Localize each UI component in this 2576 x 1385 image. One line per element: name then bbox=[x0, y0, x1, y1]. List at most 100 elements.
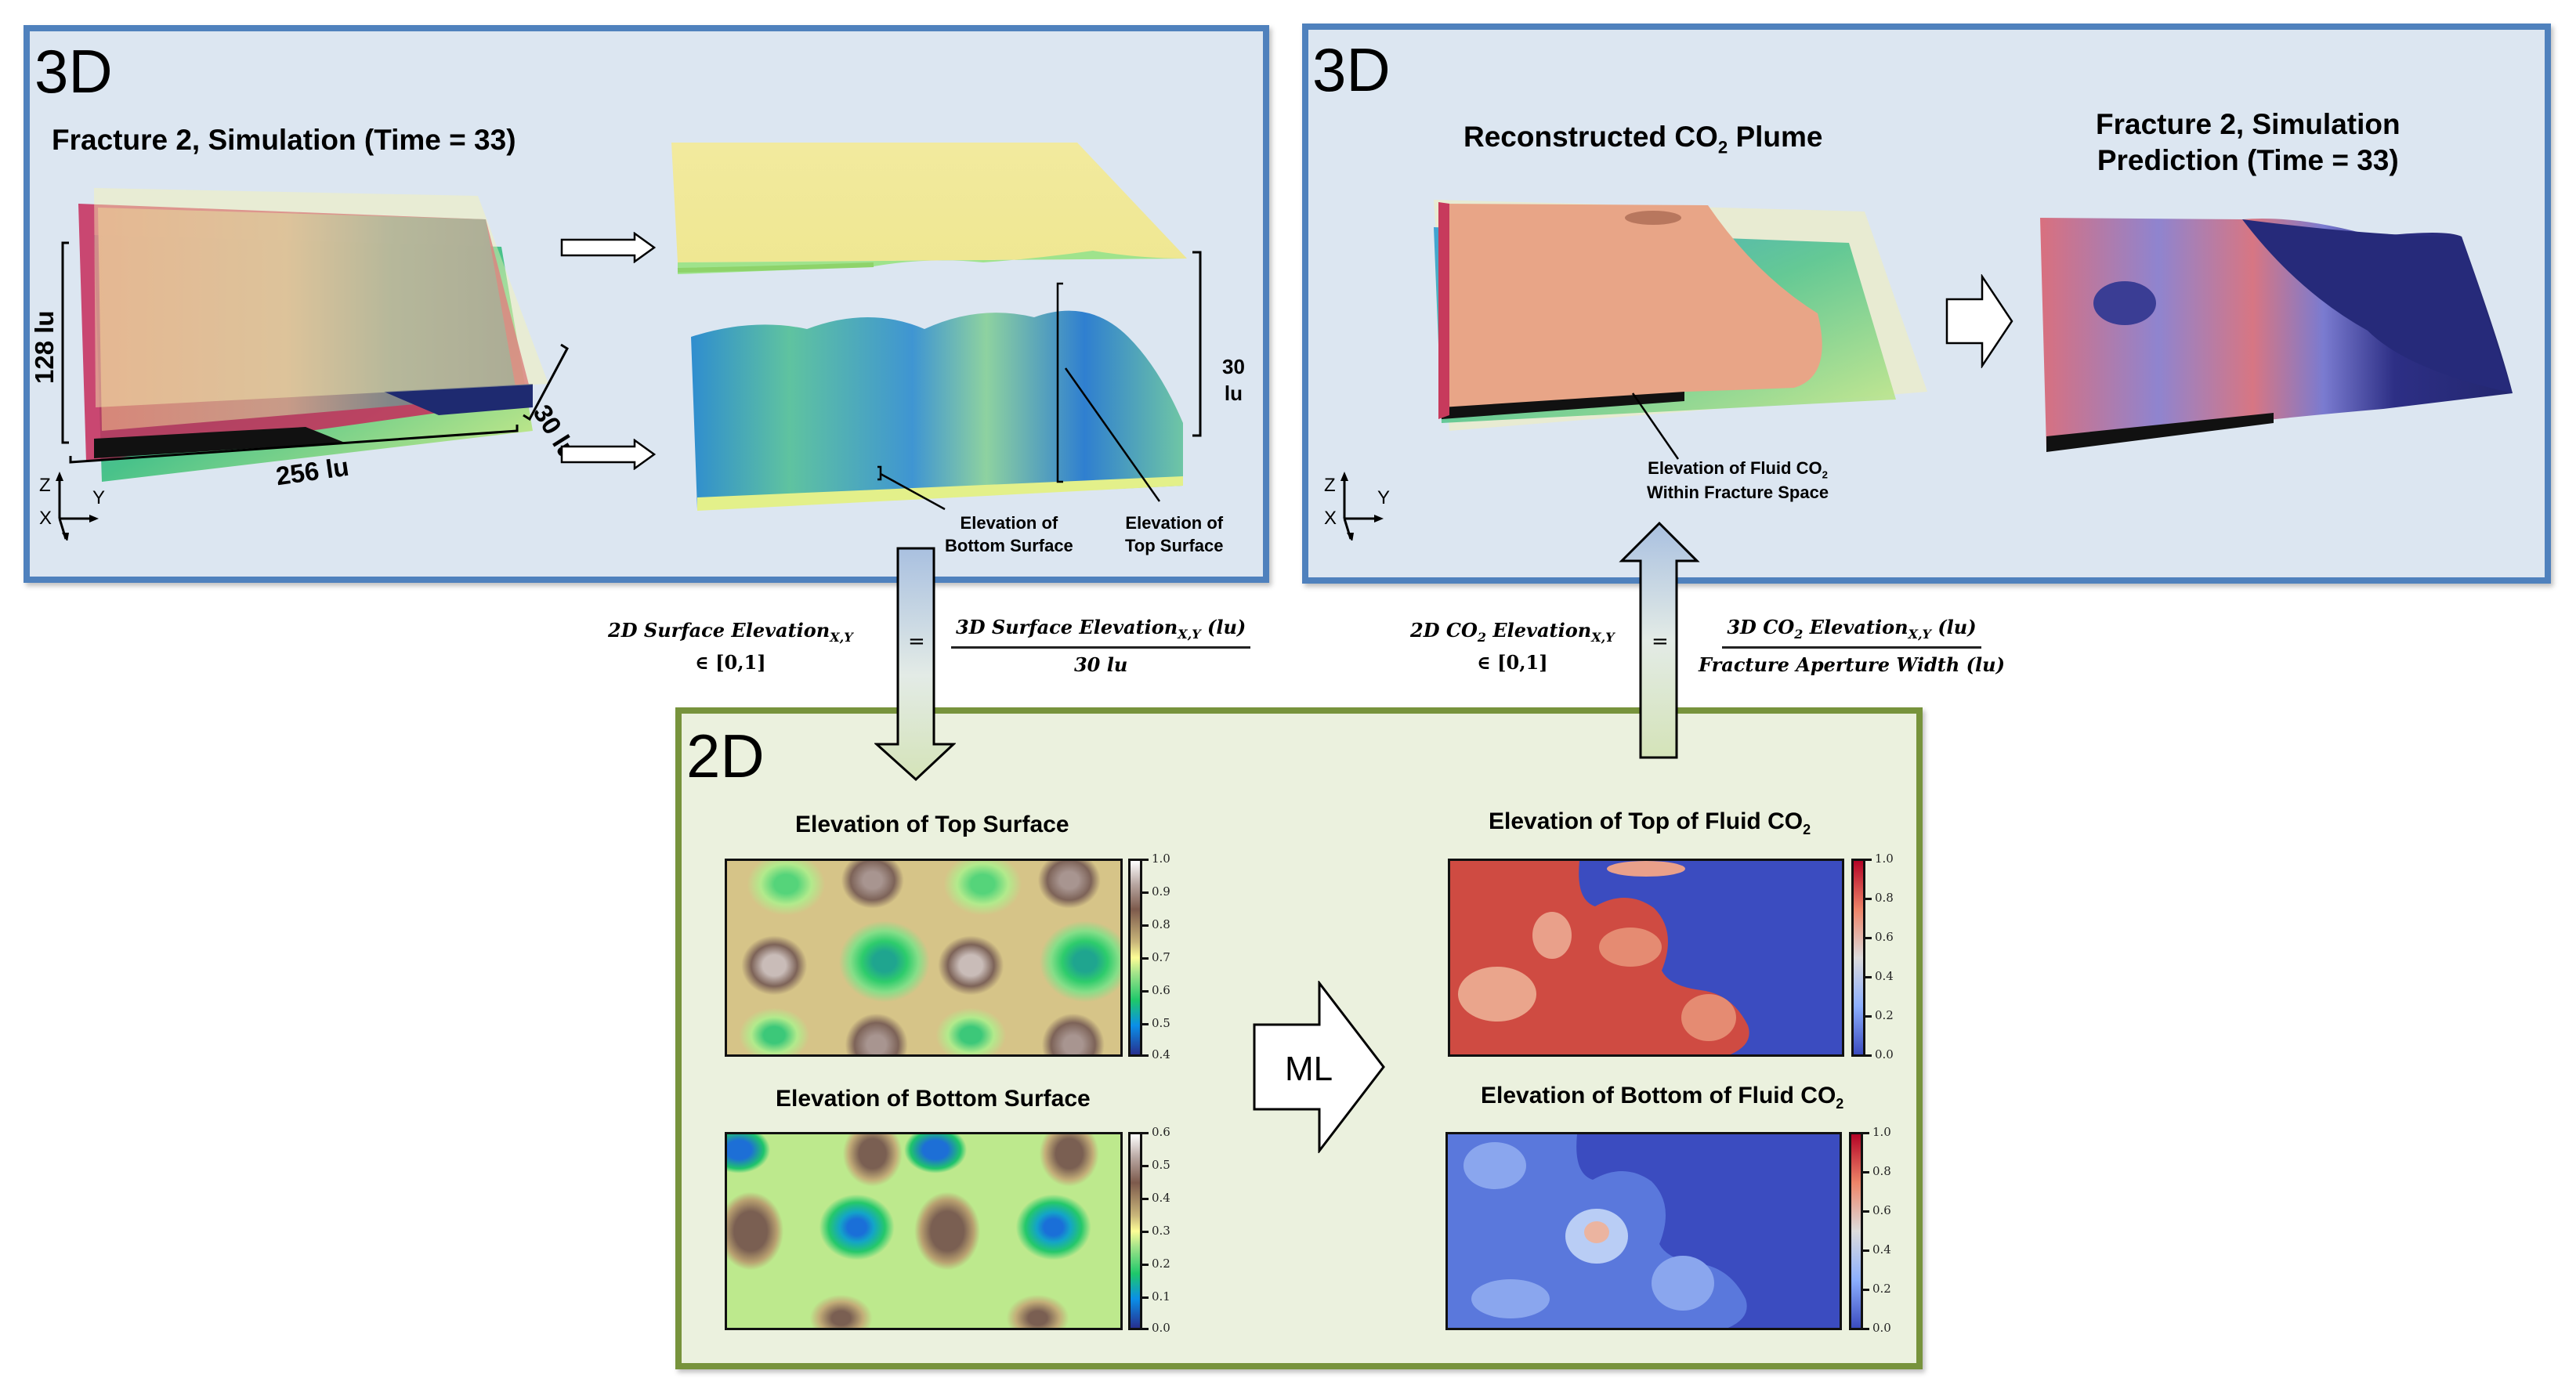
ml-arrow-icon bbox=[1253, 981, 1385, 1153]
callout-co2-sub: 2 bbox=[1822, 468, 1828, 481]
reconstructed-plume-title: Reconstructed CO2 Plume bbox=[1463, 119, 1823, 158]
callout-bottom-surface: Elevation of Bottom Surface bbox=[945, 512, 1073, 557]
axis-label-z: Z bbox=[39, 475, 51, 496]
equals-sign-left: = bbox=[908, 630, 925, 653]
tick: 1.0 bbox=[1872, 1125, 1891, 1139]
axis-label-x: X bbox=[1324, 508, 1337, 529]
bottom-surface-render bbox=[691, 310, 1183, 511]
xyz-axes-icon bbox=[1340, 472, 1384, 541]
tick: 1.0 bbox=[1152, 852, 1170, 866]
tick: 1.0 bbox=[1875, 852, 1894, 866]
tick: 0.5 bbox=[1152, 1016, 1170, 1030]
tick: 0.9 bbox=[1152, 884, 1170, 899]
tick: 0.6 bbox=[1152, 983, 1170, 997]
eq-right-num: 3D CO bbox=[1727, 616, 1795, 638]
aperture-label-line1: 30 bbox=[1222, 355, 1245, 378]
heatmap-bottom-surface bbox=[725, 1132, 1123, 1330]
top-surface-render bbox=[671, 143, 1187, 274]
tick: 0.2 bbox=[1152, 1257, 1170, 1271]
reconstructed-title-tail: Plume bbox=[1728, 121, 1823, 153]
equation-left-lhs: 2D Surface ElevationX,Y ∈ [0,1] bbox=[608, 616, 853, 678]
tick: 0.4 bbox=[1152, 1191, 1170, 1205]
equals-sign-right: = bbox=[1652, 630, 1669, 653]
eq-left-den: 30 lu bbox=[1073, 653, 1128, 676]
arrow-right-icon bbox=[1945, 274, 2013, 368]
plot-title-top-co2-text: Elevation of Top of Fluid CO bbox=[1489, 808, 1804, 834]
plot-title-top-co2-sub: 2 bbox=[1803, 822, 1811, 837]
panel-tag-2d: 2D bbox=[686, 721, 765, 790]
eq-right-lhs-sub: X,Y bbox=[1591, 630, 1615, 645]
prediction-3d-render bbox=[2040, 218, 2513, 452]
eq-left-num: 3D Surface Elevation bbox=[956, 616, 1178, 638]
eq-left-lhs-sub: X,Y bbox=[830, 630, 853, 645]
callout-fluid-co2: Elevation of Fluid CO2 Within Fracture Sp… bbox=[1647, 457, 1829, 504]
colorbar-top-surface bbox=[1128, 859, 1142, 1057]
tick: 0.6 bbox=[1875, 930, 1894, 944]
prediction-title-line1: Fracture 2, Simulation bbox=[2096, 108, 2401, 140]
fracture-3d-render bbox=[78, 188, 548, 482]
tick: 0.2 bbox=[1872, 1282, 1891, 1296]
heatmap-top-surface bbox=[725, 859, 1123, 1057]
axis-label-y: Y bbox=[92, 487, 106, 508]
tick: 0.4 bbox=[1872, 1242, 1891, 1257]
tick: 0.4 bbox=[1875, 969, 1894, 983]
eq-right-den: Fracture Aperture Width (lu) bbox=[1699, 653, 2005, 676]
tick: 0.7 bbox=[1152, 950, 1170, 964]
reconstructed-title-text: Reconstructed CO bbox=[1463, 121, 1718, 153]
ml-label: ML bbox=[1285, 1050, 1333, 1088]
prediction-title-line2: Prediction (Time = 33) bbox=[2097, 144, 2399, 177]
eq-right-range: ∈ [0,1] bbox=[1477, 650, 1548, 674]
eq-right-lhs-text: 2D CO bbox=[1410, 619, 1478, 642]
equation-right-lhs: 2D CO2 ElevationX,Y ∈ [0,1] bbox=[1410, 616, 1615, 678]
panel-tag-3d-left: 3D bbox=[34, 37, 113, 106]
plot-title-top-co2: Elevation of Top of Fluid CO2 bbox=[1489, 808, 1811, 838]
tick: 0.0 bbox=[1872, 1321, 1891, 1335]
eq-left-range: ∈ [0,1] bbox=[695, 650, 766, 674]
aperture-label: 30 lu bbox=[1222, 354, 1245, 407]
tick: 0.5 bbox=[1152, 1158, 1170, 1172]
eq-right-lhs-tail: Elevation bbox=[1486, 619, 1592, 642]
tick: 0.2 bbox=[1875, 1008, 1894, 1022]
plot-title-bottom-co2: Elevation of Bottom of Fluid CO2 bbox=[1481, 1083, 1843, 1112]
axis-label-y: Y bbox=[1377, 487, 1391, 508]
equation-left-fraction: 3D Surface ElevationX,Y (lu) 30 lu bbox=[951, 616, 1251, 676]
eq-right-num-co2sub: 2 bbox=[1794, 627, 1804, 642]
reconstructed-plume-render bbox=[1434, 200, 1927, 431]
callout-bottom-line2: Bottom Surface bbox=[945, 535, 1073, 555]
tick: 0.0 bbox=[1875, 1047, 1894, 1061]
callout-line-co2 bbox=[1631, 392, 1680, 460]
eq-right-num-sub: X,Y bbox=[1908, 627, 1931, 642]
xyz-axes-icon bbox=[56, 472, 99, 541]
aperture-bracket bbox=[1192, 251, 1202, 437]
tick: 0.8 bbox=[1152, 917, 1170, 931]
eq-left-num-sub: X,Y bbox=[1178, 627, 1201, 642]
arrow-down-icon bbox=[874, 547, 956, 782]
dim-label-height: 128 lu bbox=[30, 310, 59, 384]
dimension-lines bbox=[61, 241, 569, 464]
tick: 0.6 bbox=[1872, 1203, 1891, 1217]
arrow-right-icon bbox=[560, 439, 657, 470]
eq-right-num-tail: Elevation bbox=[1803, 616, 1908, 638]
axis-label-z: Z bbox=[1324, 475, 1336, 496]
eq-right-lhs-co2sub: 2 bbox=[1477, 630, 1487, 645]
eq-left-lhs-text: 2D Surface Elevation bbox=[608, 619, 830, 642]
plot-title-bottom-surface: Elevation of Bottom Surface bbox=[776, 1086, 1091, 1112]
callout-top-line2: Top Surface bbox=[1125, 535, 1224, 555]
tick: 0.8 bbox=[1872, 1164, 1891, 1178]
callout-top-line1: Elevation of bbox=[1125, 513, 1224, 533]
axis-label-x: X bbox=[39, 508, 52, 529]
tick: 0.4 bbox=[1152, 1047, 1170, 1061]
heatmap-bottom-co2 bbox=[1445, 1132, 1842, 1330]
prediction-title: Fracture 2, Simulation Prediction (Time =… bbox=[2096, 107, 2401, 179]
plot-title-top-surface: Elevation of Top Surface bbox=[795, 812, 1069, 837]
tick: 0.3 bbox=[1152, 1224, 1170, 1238]
tick: 0.6 bbox=[1152, 1125, 1170, 1139]
callout-co2-line1: Elevation of Fluid CO bbox=[1648, 458, 1822, 478]
callout-co2-line2: Within Fracture Space bbox=[1647, 482, 1829, 502]
arrow-right-icon bbox=[560, 232, 657, 263]
tick: 0.8 bbox=[1875, 891, 1894, 905]
reconstructed-title-sub: 2 bbox=[1717, 137, 1728, 157]
colorbar-top-co2 bbox=[1851, 859, 1865, 1057]
plot-title-bottom-co2-text: Elevation of Bottom of Fluid CO bbox=[1481, 1083, 1836, 1108]
heatmap-top-co2 bbox=[1448, 859, 1844, 1057]
